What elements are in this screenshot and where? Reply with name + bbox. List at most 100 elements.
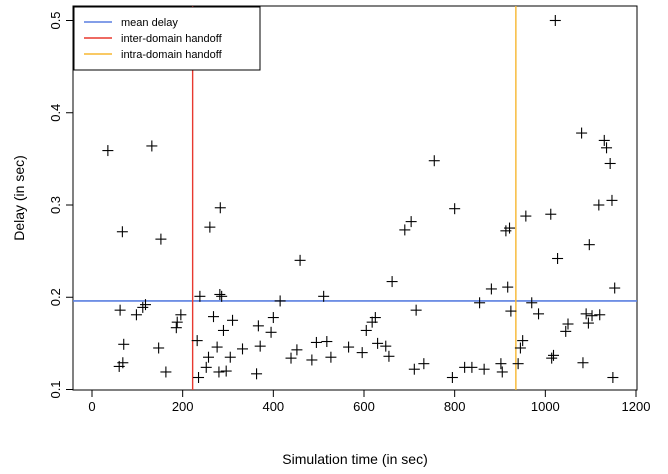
data-point (366, 316, 378, 328)
data-point (449, 203, 461, 215)
data-point (306, 354, 318, 366)
data-point (586, 310, 598, 322)
data-point (547, 349, 559, 361)
data-point (580, 308, 592, 320)
data-point (265, 326, 277, 338)
y-tick-label: 0.3 (48, 196, 63, 214)
data-point (321, 336, 333, 348)
y-tick-label: 0.4 (48, 104, 63, 122)
x-axis-label: Simulation time (in sec) (282, 451, 428, 467)
data-point (504, 222, 516, 234)
data-point (505, 305, 517, 317)
data-point (160, 366, 172, 378)
data-point (155, 233, 167, 245)
data-point (203, 351, 215, 363)
data-point (520, 210, 532, 222)
data-point (200, 361, 212, 373)
data-point (294, 254, 306, 266)
data-point (399, 224, 411, 236)
data-point (502, 281, 514, 293)
data-point (191, 335, 203, 347)
data-point (102, 145, 114, 157)
data-point (118, 338, 130, 350)
data-point (601, 142, 613, 154)
data-point (214, 202, 226, 214)
data-point (139, 299, 151, 311)
data-point (310, 336, 322, 348)
x-tick-label: 1000 (531, 399, 560, 414)
data-point (237, 343, 249, 355)
data-point (318, 290, 330, 302)
data-point (217, 324, 229, 336)
data-point (549, 15, 561, 26)
data-point (583, 239, 595, 251)
data-point (598, 134, 610, 146)
data-point (485, 283, 497, 295)
data-point (408, 363, 420, 375)
data-point (252, 320, 264, 332)
data-point (130, 309, 142, 321)
x-tick-label: 800 (444, 399, 466, 414)
data-point (418, 358, 430, 370)
y-tick-label: 0.5 (48, 11, 63, 29)
data-point (343, 341, 355, 353)
data-point (546, 352, 558, 364)
x-tick-label: 400 (262, 399, 284, 414)
data-point (114, 304, 126, 316)
data-point (285, 352, 297, 364)
data-point (562, 318, 574, 330)
legend: mean delay inter-domain handoff intra-doma… (73, 6, 261, 71)
data-point (478, 363, 490, 375)
data-point (386, 276, 398, 288)
data-point (512, 358, 524, 370)
data-point (204, 221, 216, 233)
data-point (170, 322, 182, 334)
data-point (360, 324, 372, 336)
plot-frame (72, 5, 638, 391)
y-axis-label: Delay (in sec) (11, 155, 27, 241)
x-tick-label: 600 (353, 399, 375, 414)
data-point (517, 335, 529, 347)
data-point (410, 304, 422, 316)
data-point (560, 325, 572, 337)
data-point (446, 372, 458, 384)
data-point (609, 282, 621, 294)
marks-layer (73, 6, 637, 390)
data-point (213, 366, 225, 378)
data-point (356, 347, 368, 359)
data-point (604, 157, 616, 169)
data-point (606, 194, 618, 206)
data-point (211, 341, 223, 353)
data-point (372, 337, 384, 349)
data-point (220, 365, 232, 377)
data-point (466, 361, 478, 373)
data-point (117, 357, 129, 369)
data-point (577, 357, 589, 369)
data-point (116, 226, 128, 238)
legend-label: intra-domain handoff (121, 49, 223, 61)
data-point (171, 316, 183, 328)
data-point (582, 317, 594, 329)
data-point (137, 301, 149, 313)
x-tick-label: 0 (88, 399, 95, 414)
data-point (194, 290, 206, 302)
data-point (153, 342, 165, 354)
data-point (576, 127, 588, 139)
data-point (291, 344, 303, 356)
data-point (545, 208, 557, 220)
x-tick-label: 200 (172, 399, 194, 414)
data-point (274, 295, 286, 307)
data-point (216, 290, 228, 302)
ticks-layer: 0 200 400 600 800 1000 1200 0.1 0.2 0.3 0.4 0.5 (48, 11, 650, 414)
data-point (428, 155, 440, 167)
data-point (214, 288, 226, 300)
data-point (146, 140, 158, 152)
data-point (533, 308, 545, 320)
data-point (325, 351, 337, 363)
data-point (552, 253, 564, 265)
data-point (526, 297, 538, 309)
data-point (496, 366, 508, 378)
data-point (193, 372, 205, 384)
legend-label: inter-domain handoff (121, 33, 223, 45)
data-point (495, 358, 507, 370)
